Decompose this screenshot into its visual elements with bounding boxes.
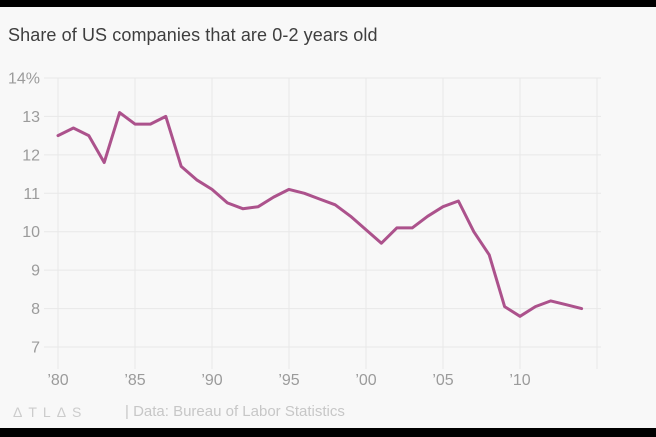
y-tick-label-13: 13 [22, 109, 40, 126]
x-tick-label-1995: ’95 [278, 372, 299, 389]
y-tick-label-8: 8 [31, 301, 40, 318]
x-tick-label-1990: ’90 [201, 372, 222, 389]
atlas-logo: ΔTLΔS [13, 404, 88, 420]
chart-title: Share of US companies that are 0-2 years… [8, 25, 378, 45]
top-bar [0, 0, 656, 7]
y-tick-label-10: 10 [22, 224, 40, 241]
x-tick-label-1985: ’85 [124, 372, 145, 389]
x-tick-label-2000: ’00 [355, 372, 376, 389]
x-tick-label-2005: ’05 [432, 372, 453, 389]
x-tick-label-2010: ’10 [509, 372, 530, 389]
series-line [56, 111, 584, 318]
source-text: | Data: Bureau of Labor Statistics [125, 403, 345, 420]
y-tick-label-11: 11 [23, 186, 40, 203]
x-tick-label-1980: ’80 [47, 372, 68, 389]
y-tick-label-7: 7 [31, 340, 40, 357]
y-tick-label-14: 14% [8, 71, 40, 88]
y-tick-label-12: 12 [22, 147, 40, 164]
bottom-bar [0, 428, 656, 437]
y-tick-label-9: 9 [31, 263, 40, 280]
